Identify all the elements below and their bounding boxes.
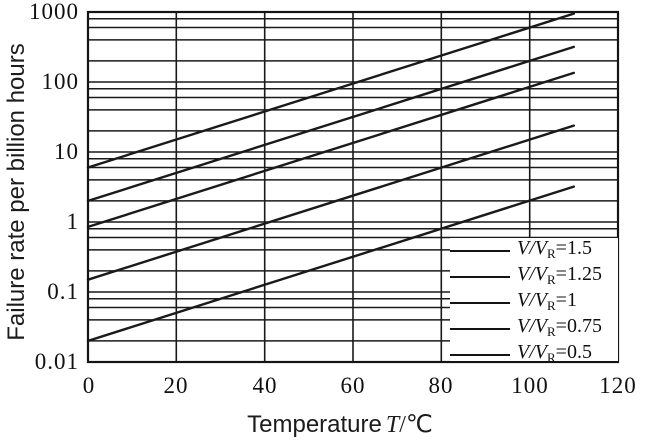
legend-item: V/VR=0.75 <box>450 316 618 342</box>
y-tick-label: 0.01 <box>34 349 79 374</box>
legend-label-value: =0.75 <box>555 315 602 337</box>
y-tick-label: 10 <box>54 139 79 164</box>
legend-label-value: =1.5 <box>555 237 592 259</box>
legend-label-value: =1.25 <box>555 263 602 285</box>
legend-label-subscript: R <box>547 298 556 313</box>
legend-leader-line <box>450 276 510 278</box>
y-tick-label: 0.1 <box>47 279 79 304</box>
legend-label: V/V <box>517 237 547 259</box>
legend-label: V/V <box>517 263 547 285</box>
legend-leader-line <box>450 328 510 330</box>
x-tick-label: 20 <box>163 373 189 398</box>
plot-border <box>86 10 620 364</box>
legend-label-subscript: R <box>547 272 556 287</box>
x-tick-label: 120 <box>599 373 637 398</box>
series-lines <box>86 12 575 343</box>
legend-label: V/V <box>517 289 547 311</box>
legend-item: V/VR=1 <box>450 290 618 316</box>
series-line-4 <box>86 185 575 343</box>
x-tick-label: 60 <box>340 373 366 398</box>
legend: V/VR=1.5 V/VR=1.25 V/VR=1 V/VR=0.75 V/VR… <box>450 238 618 365</box>
legend-label: V/V <box>517 341 547 363</box>
legend-item: V/VR=1.25 <box>450 264 618 290</box>
legend-leader-line <box>450 354 510 356</box>
series-line-3 <box>86 124 575 281</box>
y-tick-label: 1 <box>66 209 79 234</box>
legend-leader-line <box>450 302 510 304</box>
series-line-2 <box>86 71 575 229</box>
x-axis-title: Temperature T/℃ <box>247 410 433 439</box>
y-tick-label: 1000 <box>29 0 79 24</box>
legend-leader-line <box>450 250 510 252</box>
y-tick-label: 100 <box>41 69 79 94</box>
legend-item: V/VR=1.5 <box>450 238 618 264</box>
legend-label-subscript: R <box>547 324 556 339</box>
series-line-1 <box>86 45 575 203</box>
legend-label-value: =1 <box>555 289 577 311</box>
legend-label: V/V <box>517 315 547 337</box>
x-axis-title-text: Temperature <box>247 411 382 438</box>
x-tick-label: 0 <box>82 373 96 398</box>
y-axis-title: Failure rate per billion hours <box>3 43 30 341</box>
legend-item: V/VR=0.5 <box>450 342 618 368</box>
x-axis-title-unit: /℃ <box>399 412 433 438</box>
x-axis-title-symbol: T <box>385 412 400 438</box>
legend-label-value: =0.5 <box>555 341 592 363</box>
legend-label-subscript: R <box>547 246 556 261</box>
x-tick-label: 40 <box>252 373 278 398</box>
gridlines <box>87 11 619 363</box>
x-tick-label: 100 <box>511 373 549 398</box>
x-tick-label: 80 <box>428 373 454 398</box>
legend-label-subscript: R <box>547 350 556 365</box>
series-line-0 <box>86 12 575 169</box>
